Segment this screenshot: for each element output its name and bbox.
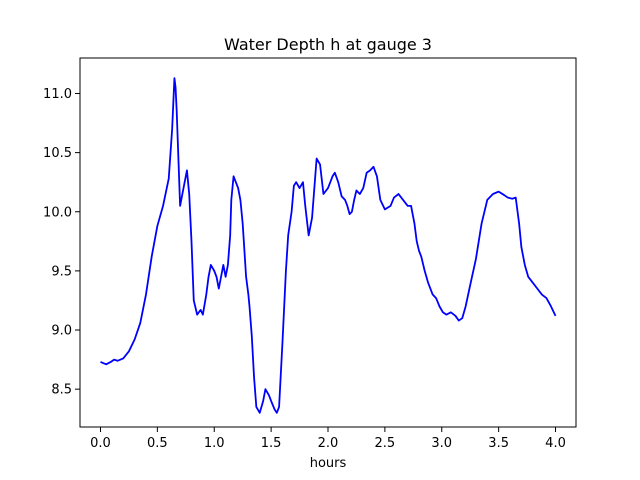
- x-axis-label: hours: [310, 456, 347, 471]
- x-tick-label: 0.5: [147, 436, 168, 451]
- x-tick-label: 2.0: [318, 436, 339, 451]
- x-tick-label: 2.5: [375, 436, 396, 451]
- x-tick-label: 3.5: [488, 436, 509, 451]
- x-tick-label: 4.0: [545, 436, 566, 451]
- y-tick-label: 11.0: [43, 87, 72, 102]
- x-tick-label: 1.0: [204, 436, 225, 451]
- plot-area: [79, 57, 577, 428]
- x-tick-label: 0.0: [90, 436, 111, 451]
- y-tick-label: 9.5: [51, 264, 72, 279]
- series-line-0: [100, 77, 557, 414]
- x-tick-label: 1.5: [261, 436, 282, 451]
- x-axis: 0.0 0.5 1.0 1.5 2.0 2.5 3.0 3.5 4.0: [90, 427, 566, 451]
- x-tick-label: 3.0: [431, 436, 452, 451]
- y-axis: 8.5 9.0 9.5 10.0 10.5 11.0: [43, 87, 80, 398]
- y-tick-label: 9.0: [51, 324, 72, 339]
- y-tick-label: 10.0: [43, 205, 72, 220]
- chart-title: Water Depth h at gauge 3: [224, 35, 432, 54]
- y-tick-label: 10.5: [43, 146, 72, 161]
- y-tick-label: 8.5: [51, 383, 72, 398]
